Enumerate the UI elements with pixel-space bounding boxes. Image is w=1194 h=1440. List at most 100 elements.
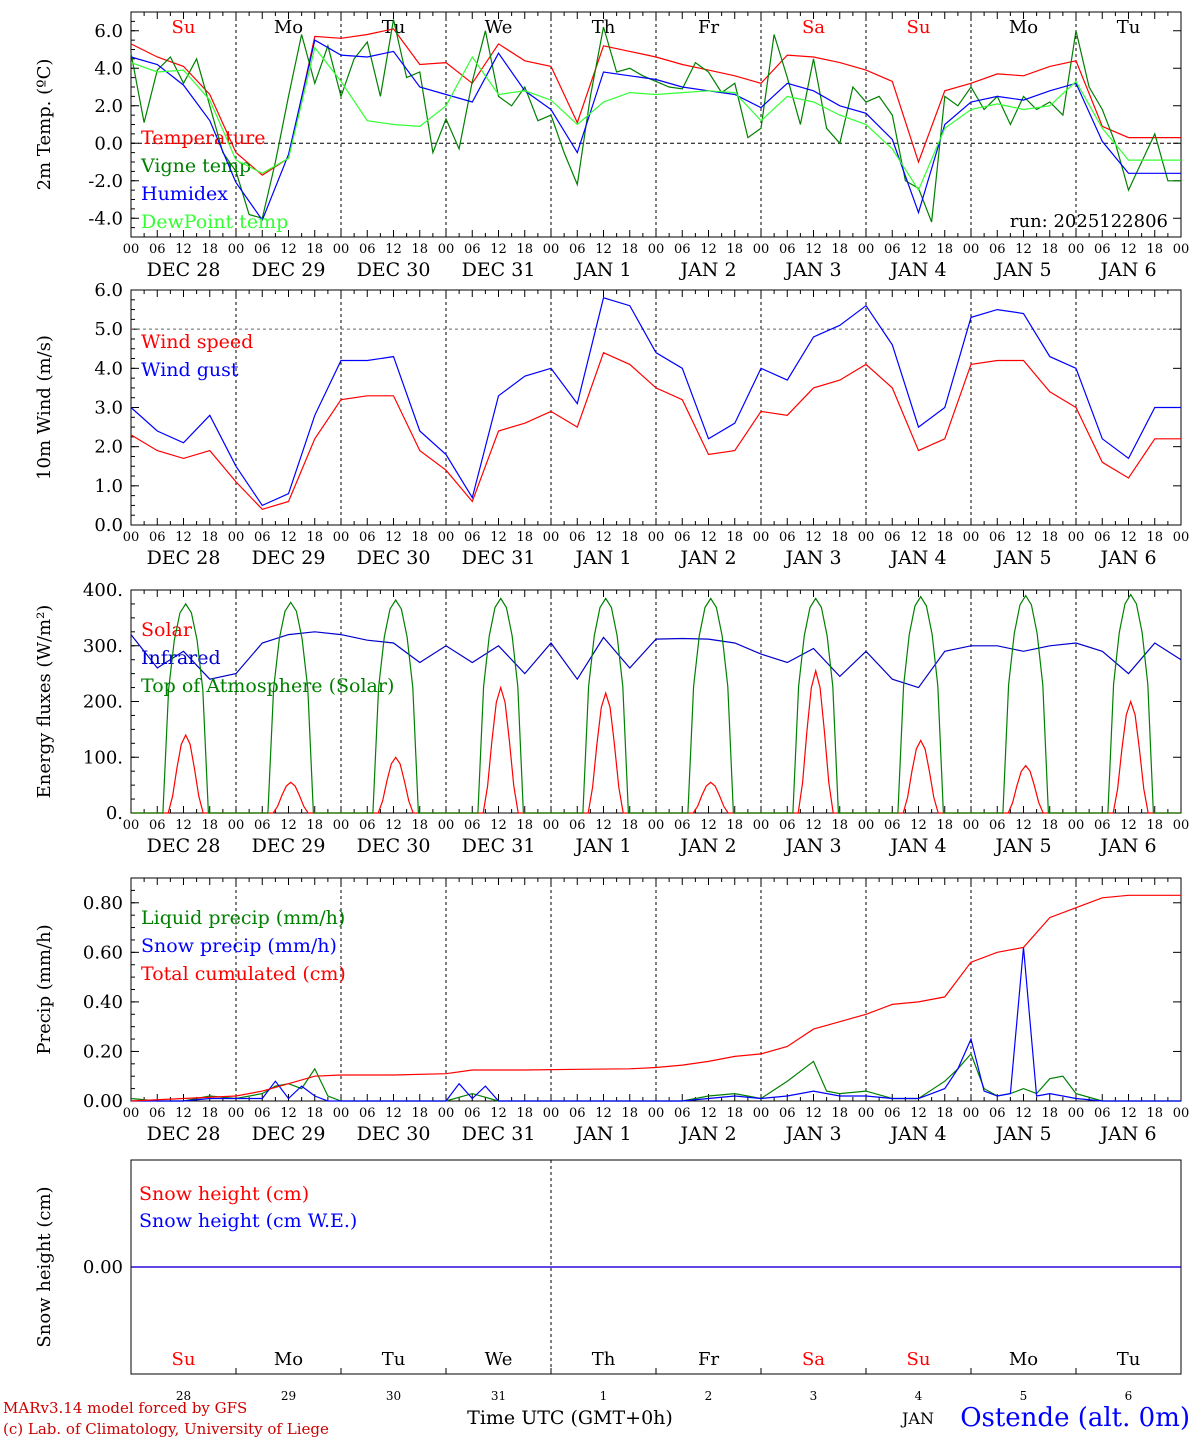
date-label: DEC 30 [357,547,431,569]
panel-frame [130,11,1182,238]
date-label: DEC 29 [252,547,326,569]
legend-entry: DewPoint temp [141,211,288,233]
hour-tick-label: 06 [989,1106,1006,1121]
hour-tick-label: 00 [963,530,980,545]
hour-tick-label: 06 [464,1106,481,1121]
legend-entry: Solar [141,619,193,641]
weekday-label: Fr [698,1349,719,1370]
hour-tick-label: 18 [726,818,743,833]
date-label: DEC 29 [252,259,326,281]
date-label: DEC 28 [147,1123,221,1145]
date-label: JAN 4 [888,259,946,281]
y-tick-label: 0.80 [83,893,123,914]
hour-tick-label: 06 [779,242,796,257]
y-axis-label: Energy fluxes (W/m²) [34,605,55,799]
run-label: run: 2025122806 [1010,211,1168,232]
date-label: JAN 1 [573,547,631,569]
hour-tick-label: 18 [1041,818,1058,833]
hour-tick-label: 00 [123,1106,140,1121]
hour-tick-label: 18 [516,818,533,833]
hour-tick-label: 00 [858,1106,875,1121]
xaxis-title: Time UTC (GMT+0h) [467,1407,673,1429]
hour-tick-label: 18 [936,242,953,257]
hour-tick-label: 12 [805,818,822,833]
hour-tick-label: 06 [254,530,271,545]
hour-tick-label: 18 [621,1106,638,1121]
y-tick-label: 3.0 [94,398,123,419]
weekday-label: Mo [274,17,303,38]
y-tick-label: 4.0 [94,358,123,379]
hour-tick-label: 18 [831,242,848,257]
month-label: JAN [900,1409,934,1428]
date-label: DEC 31 [462,547,536,569]
day-number-label: 1 [600,1389,608,1403]
hour-tick-label: 00 [1068,818,1085,833]
hour-tick-label: 00 [543,530,560,545]
hour-tick-label: 12 [175,818,192,833]
hour-tick-label: 00 [648,1106,665,1121]
hour-tick-label: 06 [1094,818,1111,833]
hour-tick-label: 00 [1173,530,1190,545]
hour-tick-label: 12 [595,530,612,545]
hour-tick-label: 18 [936,1106,953,1121]
hour-tick-label: 18 [306,1106,323,1121]
hour-tick-label: 06 [569,1106,586,1121]
hour-tick-label: 18 [1146,818,1163,833]
y-tick-label: 0.60 [83,942,123,963]
hour-tick-label: 00 [543,242,560,257]
y-tick-label: 0. [106,803,123,824]
hour-tick-label: 12 [175,242,192,257]
hour-tick-label: 06 [1094,1106,1111,1121]
hour-tick-label: 12 [175,530,192,545]
hour-tick-label: 18 [411,242,428,257]
hour-tick-label: 12 [910,530,927,545]
day-number-label: 2 [705,1389,713,1403]
weekday-label: We [485,1349,513,1370]
hour-tick-label: 12 [700,818,717,833]
credit-line-2: (c) Lab. of Climatology, University of L… [3,1420,329,1438]
weekday-label: Mo [1009,1349,1038,1370]
hour-tick-label: 06 [779,818,796,833]
date-label: JAN 4 [888,835,946,857]
hour-tick-label: 18 [1041,242,1058,257]
hour-tick-label: 18 [1041,530,1058,545]
date-label: JAN 3 [783,1123,841,1145]
y-tick-label: 4.0 [94,58,123,79]
day-number-label: 6 [1125,1389,1133,1403]
hour-tick-label: 12 [595,242,612,257]
hour-tick-label: 00 [648,530,665,545]
hour-tick-label: 06 [254,242,271,257]
date-label: JAN 2 [678,835,736,857]
hour-tick-label: 18 [306,242,323,257]
hour-tick-label: 06 [569,530,586,545]
hour-tick-label: 12 [385,530,402,545]
hour-tick-label: 00 [123,818,140,833]
hour-tick-label: 06 [674,818,691,833]
y-tick-label: 0.0 [94,133,123,154]
hour-tick-label: 06 [989,818,1006,833]
panel-wind: 00 06 12 18 00 06 12 18 00 06 12 18 00 06 12 18 00 06 12 18… [34,280,1189,569]
panel-frame [130,589,1182,814]
legend-entry: Liquid precip (mm/h) [141,907,345,929]
hour-tick-label: 00 [228,530,245,545]
hour-tick-label: 06 [884,1106,901,1121]
hour-tick-label: 00 [333,242,350,257]
hour-tick-label: 06 [1094,530,1111,545]
weekday-label: Sa [802,1349,825,1370]
date-label: JAN 2 [678,1123,736,1145]
hour-tick-label: 06 [989,242,1006,257]
weekday-label: Tu [382,1349,406,1370]
day-number-label: 28 [176,1389,191,1403]
hour-tick-label: 18 [621,818,638,833]
hour-tick-label: 00 [123,242,140,257]
date-label: JAN 6 [1098,547,1156,569]
hour-tick-label: 18 [726,242,743,257]
hour-tick-label: 12 [1120,1106,1137,1121]
hour-tick-label: 06 [884,530,901,545]
hour-tick-label: 00 [858,818,875,833]
series-line-snow-precip-mm-h- [131,947,1181,1102]
hour-tick-label: 00 [228,242,245,257]
hour-tick-label: 12 [280,818,297,833]
hour-tick-label: 00 [333,1106,350,1121]
hour-tick-label: 06 [149,818,166,833]
